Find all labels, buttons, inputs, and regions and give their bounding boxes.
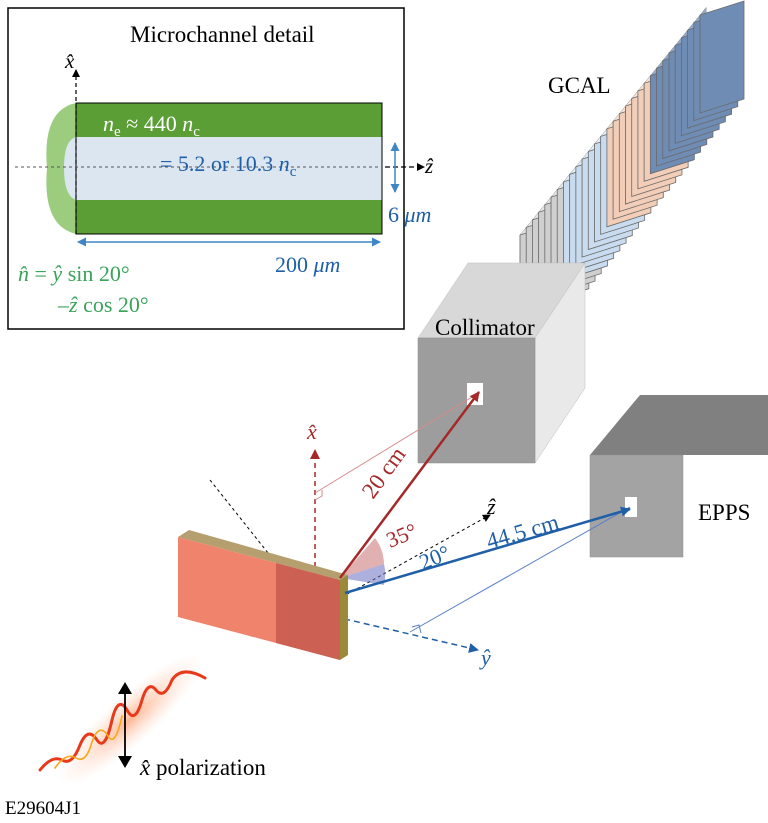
y-axis-label: ŷ bbox=[479, 645, 491, 670]
y-axis-line bbox=[314, 611, 479, 653]
gcal-plate bbox=[699, 0, 745, 114]
normal-line-2: –ẑ cos 20° bbox=[57, 292, 149, 317]
right-angle-mark-y bbox=[411, 624, 422, 634]
channel-density-label: = 5.2 or 10.3 nc bbox=[160, 151, 297, 180]
collimator-aperture bbox=[467, 383, 483, 405]
width-label: 6 μm bbox=[388, 202, 431, 227]
angle-35-label: 35° bbox=[383, 518, 421, 553]
right-angle-mark-x bbox=[314, 490, 323, 501]
polarization-label: x̂ polarization bbox=[139, 755, 266, 780]
laser-pulse bbox=[38, 653, 207, 787]
wall-density-label: ne ≈ 440 nc bbox=[103, 111, 200, 140]
figure-id: E29604J1 bbox=[5, 798, 81, 819]
epps-projection-line bbox=[409, 506, 631, 633]
collimator-projection-line bbox=[314, 393, 478, 494]
z-axis-label: ẑ bbox=[486, 494, 496, 519]
target-foil bbox=[178, 530, 348, 660]
epps-vector bbox=[344, 506, 631, 595]
normal-line-1: n̂ = ŷ sin 20° bbox=[18, 261, 130, 286]
length-label: 200 μm bbox=[275, 252, 340, 277]
cap-lens bbox=[46, 103, 76, 234]
gcal-label: GCAL bbox=[548, 73, 611, 98]
channel bbox=[64, 137, 382, 200]
inset-x-label: x̂ bbox=[64, 49, 75, 73]
angle-wedge-20 bbox=[340, 564, 386, 585]
inset-title: Microchannel detail bbox=[130, 22, 315, 47]
wall-bottom bbox=[76, 200, 382, 234]
polarization-arrow-up bbox=[118, 682, 132, 694]
collimator-label: Collimator bbox=[435, 315, 535, 340]
angle-wedge-35 bbox=[340, 538, 384, 578]
polarization-arrow-down bbox=[118, 756, 132, 768]
collimator-vector bbox=[338, 391, 481, 579]
inset-z-label: ẑ bbox=[424, 154, 434, 178]
collimator-block bbox=[417, 262, 586, 464]
x-axis-label: x̂ bbox=[306, 419, 317, 444]
epps-label: EPPS bbox=[698, 500, 750, 525]
microchannel-inset: Microchannel detail x̂ ẑ ne ≈ 440 nc = 5… bbox=[7, 7, 434, 330]
epps-aperture bbox=[625, 497, 637, 517]
wall-top bbox=[76, 103, 382, 137]
epps-block bbox=[589, 395, 768, 558]
